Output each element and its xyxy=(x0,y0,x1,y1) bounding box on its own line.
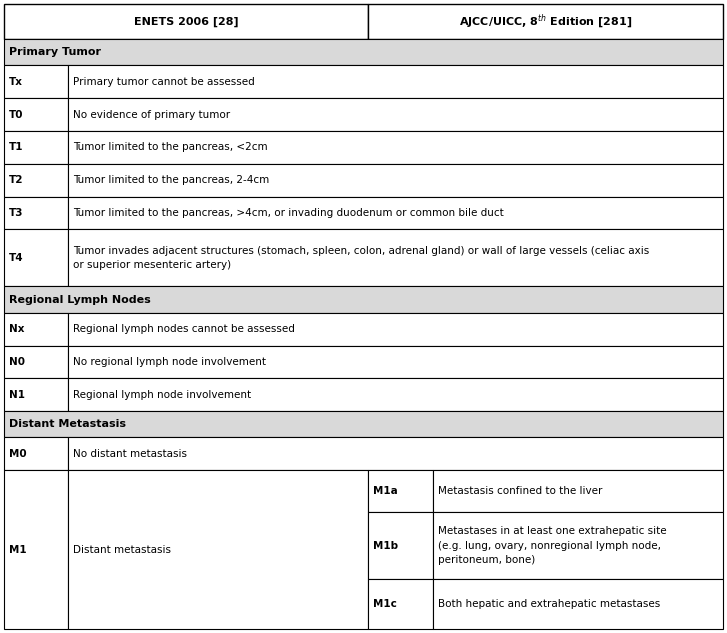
Bar xyxy=(4,39,723,65)
Bar xyxy=(4,164,68,197)
Bar xyxy=(4,437,68,470)
Text: Distant metastasis: Distant metastasis xyxy=(73,544,171,555)
Bar xyxy=(4,411,723,437)
Text: Regional lymph node involvement: Regional lymph node involvement xyxy=(73,390,251,400)
Bar xyxy=(68,164,723,197)
Text: Primary tumor cannot be assessed: Primary tumor cannot be assessed xyxy=(73,77,254,87)
Text: peritoneum, bone): peritoneum, bone) xyxy=(438,555,535,565)
Text: Tumor limited to the pancreas, 2-4cm: Tumor limited to the pancreas, 2-4cm xyxy=(73,175,269,185)
Text: Tumor invades adjacent structures (stomach, spleen, colon, adrenal gland) or wal: Tumor invades adjacent structures (stoma… xyxy=(73,246,649,256)
Text: No evidence of primary tumor: No evidence of primary tumor xyxy=(73,110,230,120)
Text: T1: T1 xyxy=(9,142,23,153)
Text: No distant metastasis: No distant metastasis xyxy=(73,449,187,459)
Text: Tumor limited to the pancreas, <2cm: Tumor limited to the pancreas, <2cm xyxy=(73,142,268,153)
Text: No regional lymph node involvement: No regional lymph node involvement xyxy=(73,357,266,367)
Text: Regional lymph nodes cannot be assessed: Regional lymph nodes cannot be assessed xyxy=(73,324,295,334)
Bar xyxy=(68,437,723,470)
Bar xyxy=(68,379,723,411)
Bar xyxy=(4,286,723,313)
Bar xyxy=(4,230,68,286)
Bar xyxy=(368,512,433,579)
Bar xyxy=(4,197,68,230)
Text: N0: N0 xyxy=(9,357,25,367)
Bar xyxy=(4,379,68,411)
Bar xyxy=(433,470,723,512)
Text: M1b: M1b xyxy=(373,541,398,551)
Text: M0: M0 xyxy=(9,449,27,459)
Text: M1a: M1a xyxy=(373,486,398,496)
Bar xyxy=(68,197,723,230)
Text: or superior mesenteric artery): or superior mesenteric artery) xyxy=(73,260,231,270)
Bar xyxy=(433,512,723,579)
Text: Both hepatic and extrahepatic metastases: Both hepatic and extrahepatic metastases xyxy=(438,599,660,609)
Bar xyxy=(68,230,723,286)
Bar xyxy=(4,346,68,379)
Bar xyxy=(4,313,68,346)
Bar xyxy=(4,65,68,98)
Bar xyxy=(433,579,723,629)
Text: Nx: Nx xyxy=(9,324,25,334)
Bar xyxy=(68,470,368,629)
Bar xyxy=(368,4,723,39)
Text: T3: T3 xyxy=(9,208,23,218)
Text: T0: T0 xyxy=(9,110,23,120)
Bar xyxy=(68,131,723,164)
Text: ENETS 2006 [28]: ENETS 2006 [28] xyxy=(134,16,238,27)
Text: N1: N1 xyxy=(9,390,25,400)
Text: T4: T4 xyxy=(9,253,23,263)
Bar xyxy=(368,470,433,512)
Bar xyxy=(4,4,368,39)
Bar xyxy=(4,470,68,629)
Bar xyxy=(368,579,433,629)
Bar xyxy=(68,98,723,131)
Text: Tx: Tx xyxy=(9,77,23,87)
Bar xyxy=(68,65,723,98)
Text: AJCC/UICC, 8$^{th}$ Edition [281]: AJCC/UICC, 8$^{th}$ Edition [281] xyxy=(459,13,632,30)
Text: Distant Metastasis: Distant Metastasis xyxy=(9,419,126,429)
Text: Tumor limited to the pancreas, >4cm, or invading duodenum or common bile duct: Tumor limited to the pancreas, >4cm, or … xyxy=(73,208,504,218)
Text: M1c: M1c xyxy=(373,599,397,609)
Text: Metastasis confined to the liver: Metastasis confined to the liver xyxy=(438,486,603,496)
Text: (e.g. lung, ovary, nonregional lymph node,: (e.g. lung, ovary, nonregional lymph nod… xyxy=(438,541,661,551)
Text: M1: M1 xyxy=(9,544,27,555)
Text: T2: T2 xyxy=(9,175,23,185)
Bar xyxy=(4,131,68,164)
Bar xyxy=(68,346,723,379)
Text: Primary Tumor: Primary Tumor xyxy=(9,47,101,57)
Text: Regional Lymph Nodes: Regional Lymph Nodes xyxy=(9,294,150,304)
Bar xyxy=(68,313,723,346)
Text: Metastases in at least one extrahepatic site: Metastases in at least one extrahepatic … xyxy=(438,526,667,536)
Bar xyxy=(4,98,68,131)
